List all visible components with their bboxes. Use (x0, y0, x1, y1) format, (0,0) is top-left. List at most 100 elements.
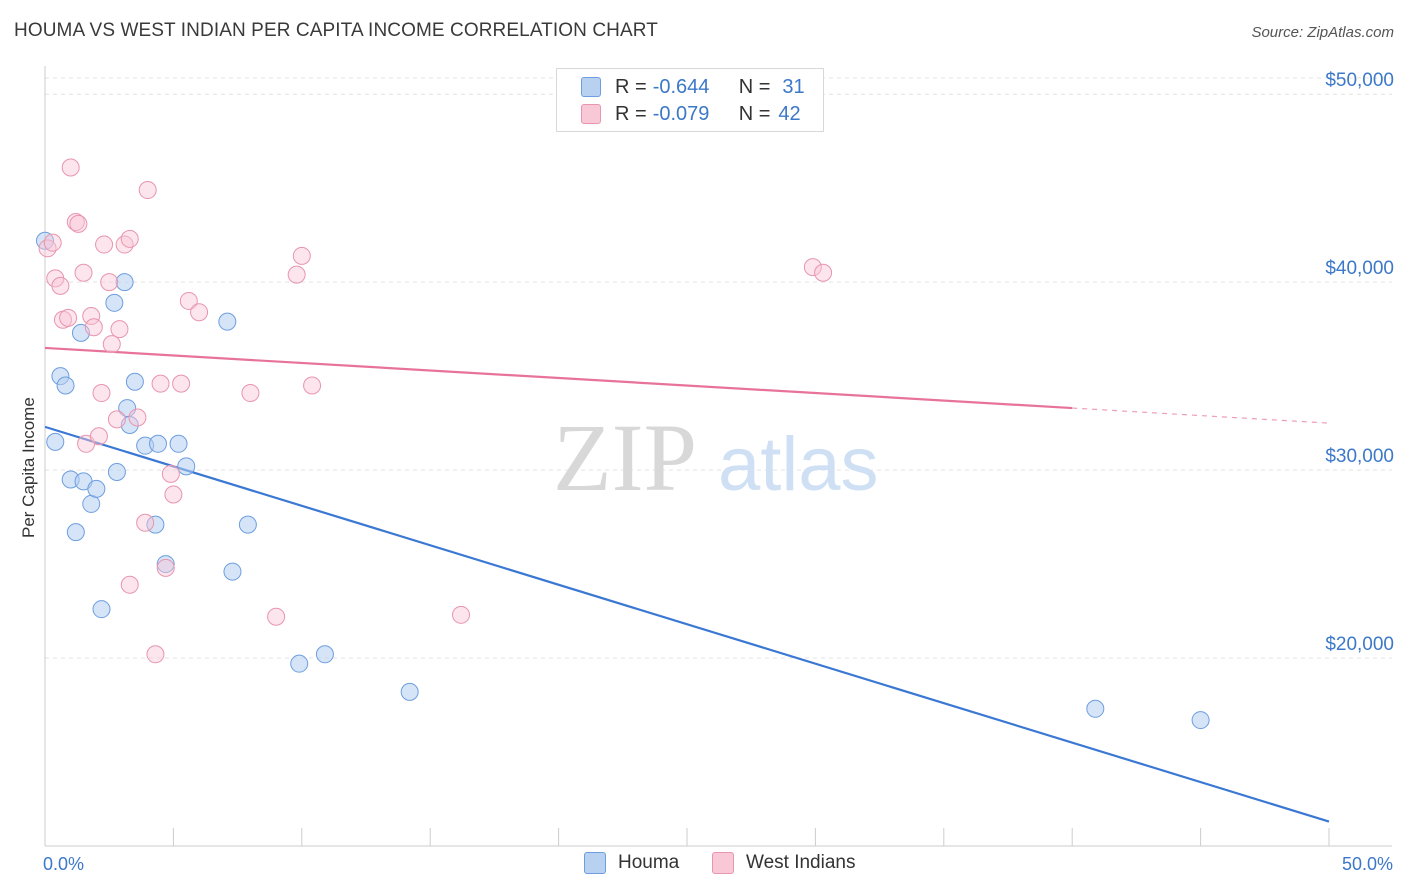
houma-r-label: R = (615, 75, 647, 98)
west-indians-point (241, 384, 260, 403)
stats-legend: R = -0.644 N = 31 R = -0.079 N = 42 (556, 68, 824, 132)
gridlines (45, 77, 1392, 659)
chart-title: HOUMA VS WEST INDIAN PER CAPITA INCOME C… (14, 20, 658, 41)
houma-n-label: N = (738, 75, 771, 98)
west-indians-point (51, 276, 70, 295)
west-indians-point (110, 320, 129, 339)
x-tick-label: 0.0% (43, 854, 84, 874)
y-tick-label: $20,000 (1325, 634, 1394, 655)
houma-point (223, 562, 242, 581)
houma-point (82, 494, 101, 513)
west-indians-point (92, 384, 111, 403)
legend-item-houma: Houma (584, 852, 679, 874)
west-indians-r-label: R = (615, 102, 647, 125)
west-indians-point (287, 265, 306, 284)
west-indians-point (100, 273, 119, 292)
west-indians-point (267, 607, 286, 626)
west-indians-trend-extension (1072, 407, 1330, 424)
houma-point (56, 376, 75, 395)
y-tick-label: $40,000 (1325, 258, 1394, 279)
west-indians-point (190, 303, 209, 322)
west-indians-point (107, 410, 126, 429)
y-tick-label: $30,000 (1325, 446, 1394, 467)
series-legend: Houma West Indians (0, 852, 1406, 878)
watermark-zip: ZIP (553, 404, 697, 511)
houma-n-value: 31 (782, 75, 805, 98)
west-indians-r-value: -0.079 (652, 102, 710, 125)
west-indians-point (172, 374, 191, 393)
west-indians-point (151, 374, 170, 393)
west-indians-point (303, 376, 322, 395)
west-indians-point (161, 464, 180, 483)
legend-houma-label: Houma (618, 852, 680, 873)
west-indians-point (115, 235, 134, 254)
west-indians-point (59, 308, 78, 327)
houma-point (1191, 711, 1210, 730)
west-indians-swatch (581, 104, 601, 124)
houma-r-value: -0.644 (652, 75, 710, 98)
west-indians-point (128, 408, 147, 427)
west-indians-point (156, 558, 175, 577)
source-label: Source: ZipAtlas.com (1251, 24, 1394, 41)
west-indians-point (69, 214, 88, 233)
houma-swatch (581, 77, 601, 97)
houma-point (46, 432, 65, 451)
houma-point (107, 462, 126, 481)
west-indians-point (82, 306, 101, 325)
watermark: ZIP atlas (553, 404, 879, 511)
legend-row-houma: R = -0.644 N = 31 (581, 74, 805, 100)
west-indians-point (120, 229, 139, 248)
houma-point (115, 273, 134, 292)
y-tick-label: $50,000 (1325, 70, 1394, 91)
west-indians-point (89, 427, 108, 446)
houma-point (400, 682, 419, 701)
legend-item-west-indians: West Indians (712, 852, 855, 874)
houma-point (66, 523, 85, 542)
legend-houma-swatch (584, 852, 606, 874)
west-indians-point (84, 318, 103, 337)
west-indians-n-value: 42 (778, 102, 801, 125)
houma-point (87, 479, 106, 498)
houma-point (125, 372, 144, 391)
x-tick-label: 50.0% (1342, 854, 1393, 874)
houma-point (156, 555, 175, 574)
houma-point (290, 654, 309, 673)
west-indians-point (164, 485, 183, 504)
houma-point (148, 434, 167, 453)
houma-point (169, 434, 188, 453)
west-indians-n-label: N = (738, 102, 771, 125)
west-indians-point (43, 233, 62, 252)
west-indians-point (814, 263, 833, 282)
houma-point (315, 645, 334, 664)
west-indians-point (95, 235, 114, 254)
west-indians-point (292, 246, 311, 265)
west-indians-point (74, 263, 93, 282)
y-tick-labels: $20,000 $30,000 $40,000 $50,000 (1325, 70, 1394, 655)
legend-row-west-indians: R = -0.079 N = 42 (581, 101, 801, 127)
west-indians-point (803, 258, 822, 277)
houma-point (238, 515, 257, 534)
legend-west-indians-label: West Indians (746, 852, 856, 873)
west-indians-point (61, 158, 80, 177)
data-points (36, 158, 1210, 730)
houma-point (36, 231, 54, 250)
houma-point (105, 293, 124, 312)
west-indians-point (102, 335, 121, 354)
west-indians-point (138, 181, 157, 200)
watermark-atlas: atlas (718, 422, 879, 507)
legend-west-indians-swatch (712, 852, 734, 874)
west-indians-point (452, 605, 471, 624)
west-indians-point (146, 645, 165, 664)
houma-trend-line (44, 425, 1330, 823)
axes (44, 66, 1392, 847)
trend-lines (44, 346, 1330, 823)
houma-point (218, 312, 237, 331)
houma-point (177, 457, 196, 476)
west-indians-point (120, 575, 139, 594)
west-indians-point (66, 213, 85, 231)
houma-point (92, 600, 111, 619)
houma-point (1086, 699, 1105, 718)
west-indians-point (179, 291, 198, 310)
west-indians-trend-line (44, 346, 1073, 410)
